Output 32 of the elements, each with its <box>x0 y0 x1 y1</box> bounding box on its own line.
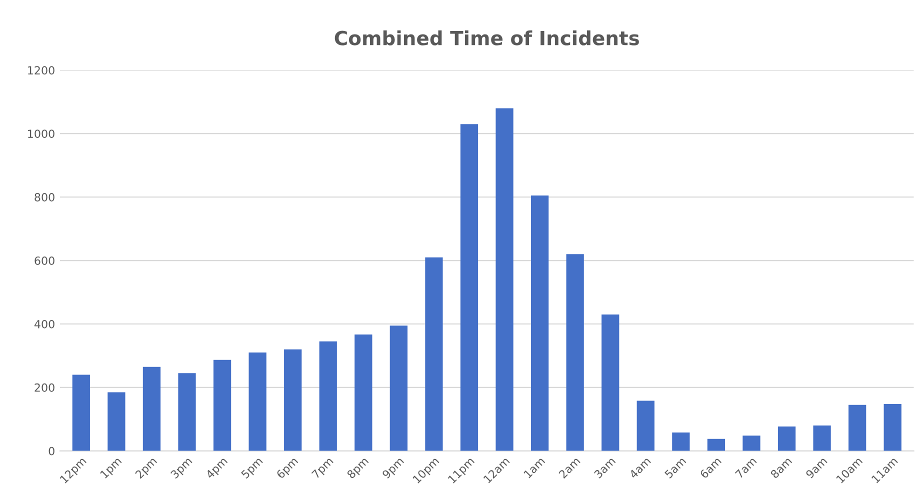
bar <box>213 360 232 451</box>
bar <box>602 314 620 451</box>
bar <box>778 426 796 451</box>
y-tick-label: 400 <box>34 320 54 328</box>
bar <box>425 257 443 451</box>
bar <box>319 341 337 451</box>
bar <box>848 404 866 451</box>
y-tick-label: 600 <box>34 256 54 265</box>
bar <box>707 438 726 451</box>
y-tick-label: 800 <box>34 193 54 202</box>
bar <box>742 436 760 451</box>
chart-title: Combined Time of Incidents <box>334 30 639 46</box>
bar <box>72 374 90 451</box>
bar <box>284 349 302 451</box>
bar <box>108 392 126 451</box>
bar <box>636 400 654 451</box>
bar <box>530 195 549 451</box>
y-tick-label: 0 <box>48 446 54 456</box>
bar <box>460 124 478 451</box>
bar <box>566 254 584 451</box>
bar <box>354 334 372 451</box>
bar <box>248 352 266 451</box>
y-tick-label: 1200 <box>28 66 54 75</box>
bar <box>390 326 408 451</box>
bar <box>142 366 161 451</box>
bar <box>884 404 902 451</box>
bar <box>178 373 196 451</box>
bar <box>813 426 831 451</box>
bar <box>672 432 690 451</box>
bar <box>496 108 514 451</box>
y-tick-label: 200 <box>34 383 54 392</box>
y-tick-label: 1000 <box>28 130 54 138</box>
